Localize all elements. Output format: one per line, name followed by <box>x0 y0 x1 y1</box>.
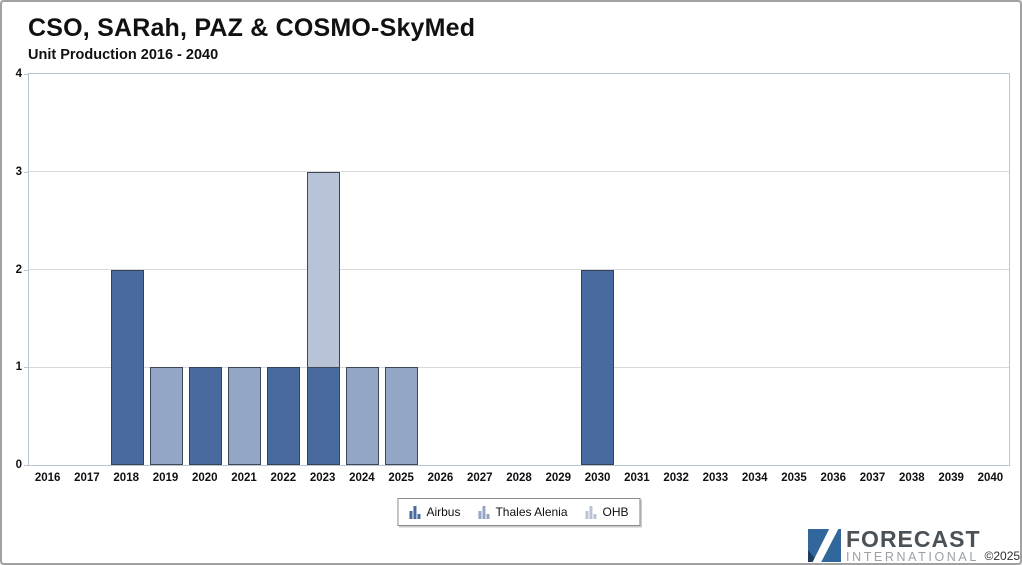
x-axis-label: 2025 <box>388 472 414 484</box>
x-axis-label: 2024 <box>349 472 375 484</box>
x-axis-label: 2023 <box>309 472 336 484</box>
logo-brand-subname: INTERNATIONAL <box>846 550 979 564</box>
bar-segment-airbus-2020 <box>188 367 222 465</box>
chart-subtitle: Unit Production 2016 - 2040 <box>28 47 219 63</box>
x-axis-label: 2029 <box>545 472 572 484</box>
x-axis-label: 2017 <box>74 472 100 484</box>
x-axis-label: 2030 <box>584 472 611 484</box>
x-axis-label: 2026 <box>427 472 454 484</box>
x-axis-label: 2038 <box>899 472 925 484</box>
bar-segment-airbus-2030 <box>580 269 614 465</box>
y-axis-tick <box>24 171 28 173</box>
legend-bar-icon <box>478 505 490 519</box>
x-axis-labels: 2016 2017 2018 2019 2020 2021 2022 2023 2024 2025… <box>28 472 1010 484</box>
y-axis-tick <box>24 74 28 75</box>
logo-brand-name: FORECAST <box>846 526 981 552</box>
legend-bar-icon <box>585 505 597 519</box>
x-axis-label: 2035 <box>781 472 807 484</box>
x-axis-label: 2039 <box>938 472 964 484</box>
x-axis-label: 2027 <box>466 472 493 484</box>
y-axis-label: 3 <box>15 165 22 178</box>
y-axis-label: 0 <box>15 459 22 471</box>
forecast-international-logo-icon <box>808 529 841 562</box>
bar-segment-thales-alenia-2021 <box>228 367 262 465</box>
x-axis-label: 2020 <box>191 472 218 484</box>
gridline <box>29 366 1009 368</box>
legend-label: OHB <box>602 505 629 519</box>
x-axis-label: 2016 <box>34 472 61 484</box>
y-axis-label: 2 <box>15 263 22 276</box>
x-axis-label: 2028 <box>506 472 532 484</box>
bar-segment-airbus-2022 <box>267 367 301 465</box>
gridline <box>29 171 1009 173</box>
x-axis-label: 2034 <box>741 472 768 484</box>
x-axis-label: 2019 <box>152 472 179 484</box>
legend-label: Thales Alenia <box>495 505 568 519</box>
y-axis-tick <box>24 367 28 369</box>
legend: Airbus Thales Alenia OHB <box>397 498 641 526</box>
x-axis-label: 2036 <box>820 472 847 484</box>
x-axis-label: 2032 <box>663 472 689 484</box>
legend-item-airbus: Airbus <box>409 505 460 519</box>
legend-item-ohb: OHB <box>585 505 629 519</box>
bar-segment-airbus-2023 <box>306 367 340 465</box>
chart-title: CSO, SARah, PAZ & COSMO-SkyMed <box>28 14 476 42</box>
y-axis-label: 4 <box>15 68 22 80</box>
bar-segment-airbus-2018 <box>110 269 144 465</box>
x-axis-label: 2031 <box>624 472 650 484</box>
logo-copyright: ©2025 <box>984 549 1021 563</box>
forecast-international-logo: FORECAST INTERNATIONAL ©2025 <box>808 526 1021 564</box>
legend-label: Airbus <box>426 505 461 519</box>
y-axis-label: 1 <box>15 361 22 374</box>
x-axis-label: 2018 <box>113 472 139 484</box>
logo-text: FORECAST INTERNATIONAL <box>846 526 981 564</box>
gridline <box>29 269 1009 270</box>
x-axis-label: 2022 <box>270 472 297 484</box>
bar-segment-thales-alenia-2024 <box>345 367 379 465</box>
legend-item-thales-alenia: Thales Alenia <box>478 505 568 519</box>
x-axis-label: 2040 <box>977 472 1004 484</box>
y-axis-tick <box>24 465 28 466</box>
y-axis-tick <box>24 269 28 271</box>
bar-segment-thales-alenia-2019 <box>149 367 183 465</box>
x-axis-label: 2037 <box>859 472 886 484</box>
plot-area <box>28 73 1010 466</box>
bar-segment-ohb-2023 <box>306 171 340 369</box>
x-axis-label: 2021 <box>231 472 257 484</box>
legend-bar-icon <box>409 505 421 519</box>
bar-segment-thales-alenia-2025 <box>384 367 418 465</box>
x-axis-label: 2033 <box>702 472 729 484</box>
